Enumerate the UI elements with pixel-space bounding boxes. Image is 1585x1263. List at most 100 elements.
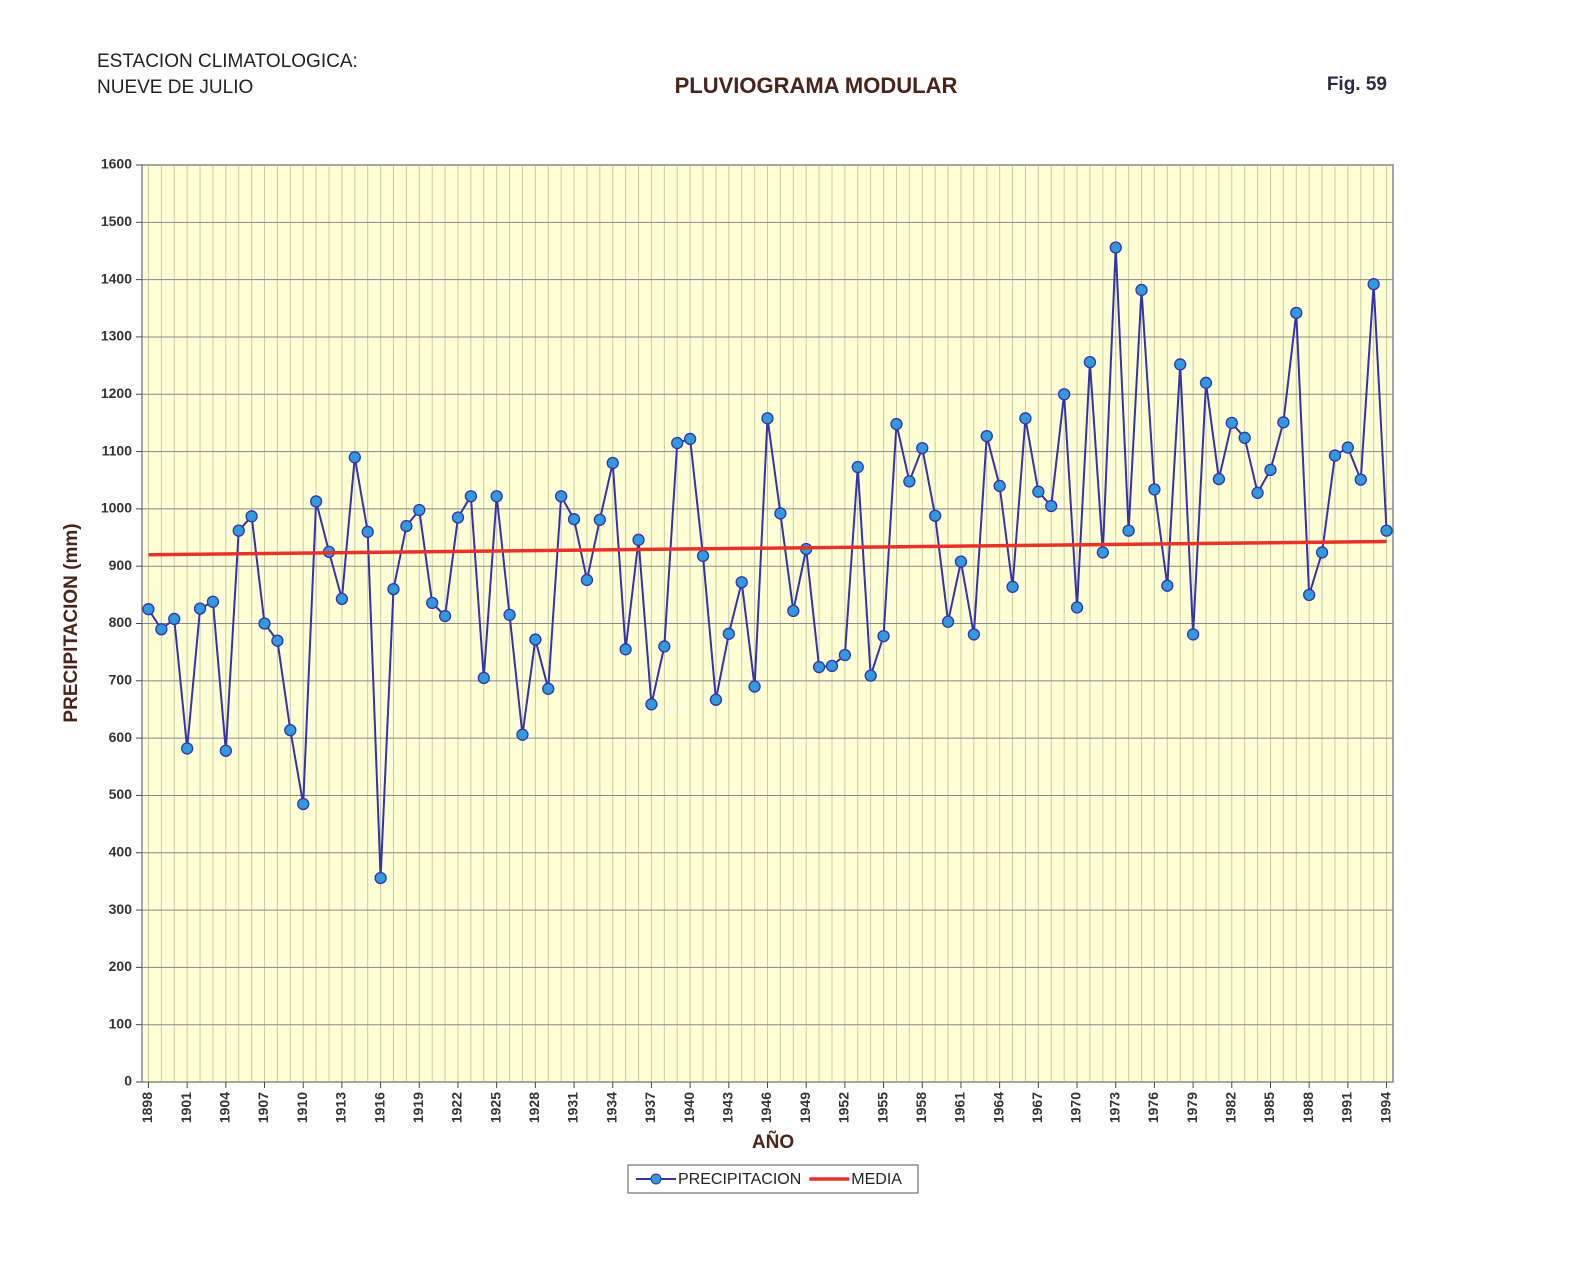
y-tick-label: 1600 [101,156,132,172]
data-point [1225,416,1238,430]
data-point [580,573,594,587]
station-line: ESTACION CLIMATOLOGICA: [97,51,358,72]
data-point [787,604,800,618]
data-point [284,723,297,737]
data-point [929,509,942,522]
data-point [1303,588,1316,601]
data-point [864,669,877,682]
data-point [658,640,671,653]
data-point [271,634,284,647]
data-point [735,576,748,589]
x-tick-label: 1988 [1300,1092,1316,1123]
data-point [464,490,478,503]
x-tick-label: 1898 [139,1092,155,1123]
y-tick-label: 1300 [101,328,132,344]
data-point [1380,524,1393,537]
data-point [258,617,271,630]
legend-box [627,1164,919,1194]
data-point [554,490,568,503]
data-point [361,525,374,538]
x-tick-label: 1976 [1145,1092,1161,1123]
data-point [1122,524,1135,537]
x-tick-label: 1904 [217,1092,233,1123]
data-point [1328,449,1342,462]
data-point [193,602,207,615]
figure-number: Fig. 59 [1327,74,1387,95]
data-point [232,524,245,537]
data-point [142,603,155,616]
y-tick-label: 1100 [102,442,133,458]
data-point [387,582,400,596]
x-tick-label: 1922 [449,1092,465,1123]
data-point [1135,283,1148,297]
data-point [903,475,916,488]
data-point [309,495,323,508]
y-tick-label: 800 [109,614,133,630]
x-tick-label: 1955 [874,1092,890,1123]
data-point [941,615,955,628]
data-point [1212,472,1226,486]
x-tick-label: 1961 [952,1092,968,1123]
data-point [567,513,581,526]
data-point [168,612,181,626]
data-point [1070,601,1084,614]
data-point [542,682,555,695]
data-point [1174,358,1187,371]
data-point [812,660,826,674]
x-tick-label: 1946 [758,1092,774,1123]
y-tick-label: 200 [109,958,133,974]
station-line: NUEVE DE JULIO [97,77,253,98]
data-point [1148,483,1161,496]
x-tick-label: 1910 [294,1092,310,1123]
data-point [1354,473,1367,486]
data-point [709,693,723,706]
data-point [1264,463,1277,477]
data-point [683,432,697,446]
y-tick-label: 900 [109,557,133,573]
data-point [180,742,194,755]
data-point [1341,441,1355,454]
y-tick-label: 700 [109,672,133,688]
data-point [877,629,890,643]
data-point [438,609,452,623]
y-tick-label: 1000 [101,500,132,516]
x-tick-label: 1916 [371,1092,387,1123]
data-point [206,595,220,608]
data-point [400,519,413,533]
data-point [1315,546,1329,559]
data-point [1057,388,1071,401]
x-tick-label: 1991 [1339,1092,1355,1123]
data-point [503,608,516,622]
data-point [696,549,710,563]
x-tick-label: 1970 [1068,1092,1084,1123]
mean-line [148,539,1387,557]
data-point [1277,416,1290,429]
data-point [722,627,735,640]
x-tick-label: 1913 [333,1092,349,1123]
data-point [761,412,774,425]
y-tick-label: 100 [109,1015,133,1031]
data-point [619,643,632,656]
x-tick-label: 1925 [487,1092,503,1123]
x-tick-label: 1919 [410,1092,426,1123]
x-tick-label: 1964 [990,1092,1006,1123]
data-point [1367,278,1380,291]
legend-label: MEDIA [851,1171,902,1188]
data-point [477,671,490,685]
y-tick-label: 600 [109,729,133,745]
y-tick-label: 500 [109,786,133,802]
data-point [426,596,439,610]
x-tick-label: 1985 [1261,1092,1277,1123]
data-point [413,503,426,517]
data-point [825,659,839,673]
x-tick-label: 1952 [836,1092,852,1123]
x-tick-label: 1949 [797,1092,813,1123]
data-point [606,456,619,470]
chart-title: PLUVIOGRAMA MODULAR [675,73,958,98]
data-point [348,451,361,464]
y-tick-label: 300 [109,901,133,917]
data-point [916,441,929,455]
data-point [1006,580,1019,593]
data-point [374,871,387,885]
